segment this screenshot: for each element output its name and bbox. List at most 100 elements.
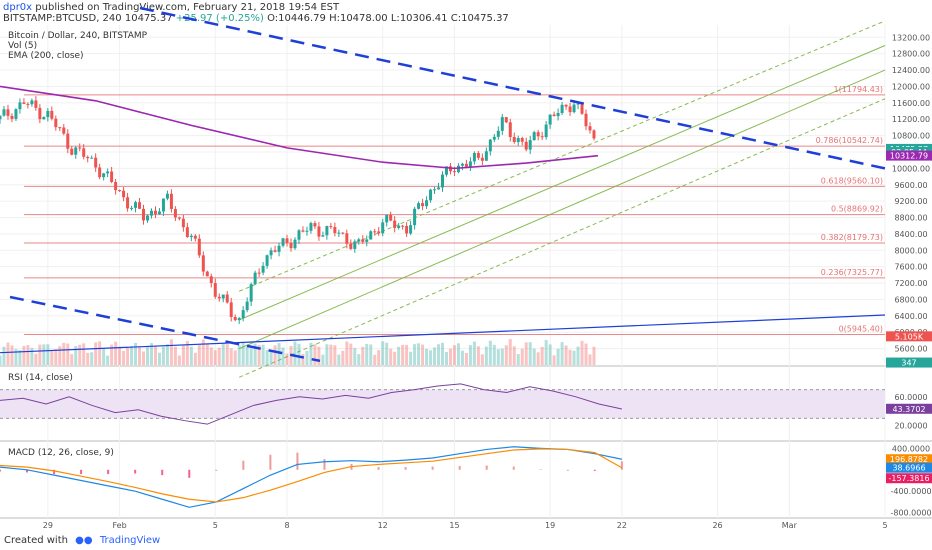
volume-bar	[281, 347, 285, 365]
volume-bar	[317, 346, 321, 365]
candle-body	[337, 232, 341, 234]
volume-bar	[353, 347, 357, 365]
volume-bar	[38, 344, 42, 365]
candle-body	[476, 153, 480, 158]
publisher-name[interactable]: dpr0x	[3, 2, 33, 13]
volume-bar	[369, 344, 373, 365]
volume-bar	[548, 344, 552, 365]
downtrend-line-upper	[139, 6, 886, 170]
volume-bar	[329, 344, 333, 365]
volume-bar	[365, 344, 369, 365]
price-tick-label: 10000.00	[892, 164, 930, 173]
ema-200-line	[0, 85, 599, 170]
candle-body	[441, 174, 444, 188]
candle-body	[313, 223, 317, 227]
grid-lines	[0, 25, 932, 519]
fib-level-label: 0.618(9560.10)	[821, 176, 883, 185]
candle-body	[592, 130, 596, 139]
candle-body	[500, 117, 504, 131]
close-label: C:	[450, 13, 462, 24]
volume-bar	[576, 346, 580, 365]
tradingview-logo[interactable]: ●●	[75, 535, 93, 546]
volume-bar	[177, 355, 181, 365]
volume-bar	[397, 346, 401, 365]
candle-body	[10, 115, 14, 119]
volume-bar	[361, 346, 365, 365]
candle-body	[161, 198, 165, 212]
candle-body	[572, 104, 576, 113]
price-tag-box	[886, 357, 932, 368]
price-tick-label: 12000.00	[892, 82, 930, 91]
volume-bar	[193, 352, 197, 365]
downtrend-line-lower	[9, 295, 321, 363]
time-tick-label: 26	[712, 521, 722, 530]
volume-bar	[580, 340, 584, 365]
candle-body	[452, 171, 456, 173]
macd-histogram-bar	[323, 459, 326, 470]
open-label: O:	[267, 13, 279, 24]
candle-body	[393, 220, 397, 228]
volume-bar	[441, 342, 444, 365]
macd-value-label: 196.8782	[890, 455, 928, 464]
volume-bar	[142, 351, 146, 365]
tradingview-brand[interactable]: TradingView	[99, 535, 161, 546]
volume-bar	[50, 349, 54, 365]
volume-bar	[285, 353, 289, 365]
trend-lines[interactable]	[0, 6, 886, 363]
volume-bar	[201, 339, 205, 365]
volume-bar	[544, 339, 548, 365]
macd-histogram-bar	[188, 469, 191, 478]
fibonacci-retracement[interactable]: 1(11794.43) 0.786(10542.74) 0.618(9560.10)…	[23, 85, 885, 335]
candle-body	[66, 133, 70, 149]
created-with-label: Created with	[4, 535, 68, 546]
price-change: +25.97 (+0.25%)	[175, 13, 264, 24]
volume-bar	[401, 344, 405, 365]
volume-bar	[209, 347, 213, 365]
candle-body	[269, 250, 273, 256]
volume-bar	[496, 349, 500, 365]
vol-legend: Vol (5)	[8, 41, 37, 51]
candle-body	[177, 217, 181, 219]
candle-body	[189, 235, 193, 238]
candle-body	[321, 235, 325, 237]
candle-body	[261, 265, 265, 273]
volume-bar	[293, 341, 297, 365]
macd-histogram-bar	[377, 467, 380, 470]
volume-bar	[169, 339, 173, 365]
candle-body	[281, 238, 285, 246]
volume-bars	[0, 339, 596, 365]
price-channel[interactable]	[238, 20, 886, 378]
candle-body	[385, 214, 389, 223]
candle-body	[157, 211, 161, 215]
candle-body	[34, 100, 38, 108]
candle-body	[480, 157, 484, 161]
candle-body	[98, 167, 102, 178]
candle-body	[301, 230, 305, 232]
price-tick-label: 12400.00	[892, 66, 930, 75]
macd-histogram-bar	[134, 469, 137, 474]
volume-bar	[10, 345, 14, 365]
volume-bar	[66, 343, 70, 365]
rsi-value-label: 43.3702	[892, 405, 925, 414]
volume-bar	[528, 342, 532, 365]
time-tick-label: 29	[43, 521, 53, 530]
channel-outer-lower-line	[238, 98, 886, 378]
volume-bar	[245, 346, 249, 365]
candle-body	[149, 210, 153, 216]
uptrend-support-line	[0, 314, 886, 354]
candle-body	[524, 141, 528, 150]
candle-body	[365, 239, 369, 242]
volume-bar	[18, 350, 22, 365]
channel-upper-line	[238, 45, 886, 321]
candle-body	[381, 222, 385, 234]
candle-body	[249, 284, 253, 302]
candle-body	[369, 231, 373, 240]
candle-body	[528, 140, 532, 150]
volume-bar	[492, 344, 496, 365]
volume-bar	[269, 349, 273, 365]
candle-body	[209, 276, 213, 284]
price-tick-label: 8800.00	[894, 214, 927, 223]
candle-body	[544, 124, 548, 138]
volume-bar	[468, 345, 472, 365]
